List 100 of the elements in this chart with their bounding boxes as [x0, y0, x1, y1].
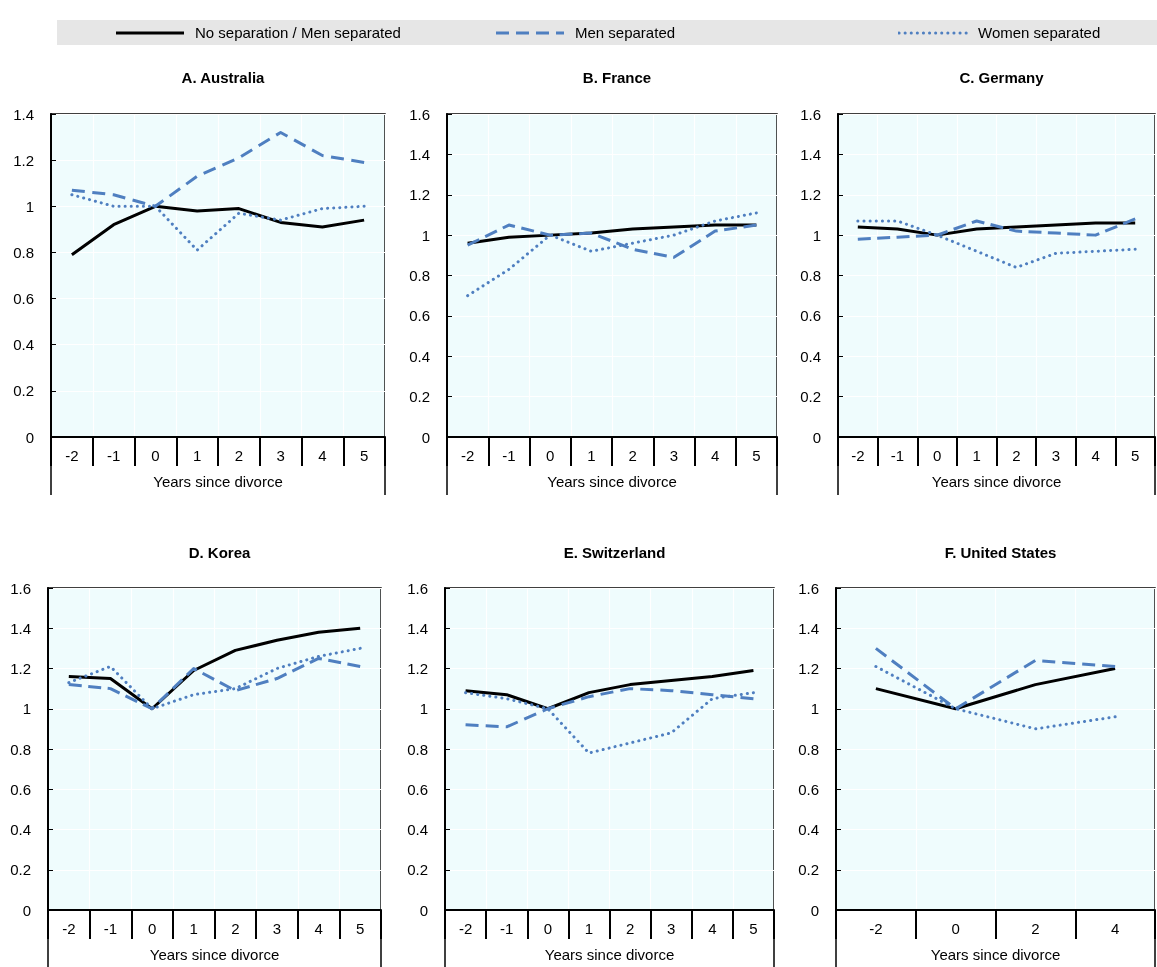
- x-tick-label: 5: [356, 920, 365, 937]
- x-tick-label: 3: [669, 447, 679, 464]
- y-tick-label: 1: [22, 700, 31, 718]
- y-tick-label: 0.6: [798, 780, 819, 798]
- y-tick-label: 1.2: [13, 151, 34, 169]
- y-tick-label: 0.6: [800, 307, 821, 325]
- x-tick-label: -2: [65, 447, 79, 464]
- x-tick-label: 0: [951, 920, 960, 937]
- x-tick-label: 4: [318, 447, 327, 464]
- x-tick-label: 5: [359, 447, 369, 464]
- y-tick-label: 1: [812, 226, 821, 244]
- x-tick-label: 1: [189, 920, 198, 937]
- y-tick-label: 1.6: [10, 579, 31, 597]
- y-tick-label: 0: [22, 901, 31, 919]
- y-tick-label: 0: [421, 428, 430, 446]
- y-tick-label: 1.2: [10, 660, 31, 677]
- x-tick-label: 2: [625, 920, 635, 937]
- x-tick-label: 4: [1091, 447, 1100, 464]
- x-axis-title: Years since divorce: [931, 473, 1062, 490]
- y-tick-label: 1: [810, 700, 819, 718]
- x-tick-label: -1: [500, 920, 514, 937]
- y-tick-label: 0.2: [800, 388, 821, 406]
- chart-title: B. France: [582, 69, 652, 86]
- y-tick-label: 1.6: [798, 579, 819, 597]
- x-tick-label: 3: [272, 920, 282, 937]
- y-tick-label: 0: [812, 428, 821, 446]
- y-tick-label: 0.4: [800, 347, 821, 365]
- x-tick-label: 0: [151, 447, 160, 464]
- chart-title: E. Switzerland: [563, 544, 666, 561]
- x-tick-label: -1: [106, 447, 121, 464]
- x-tick-label: 5: [1131, 447, 1140, 464]
- y-tick-label: 0.8: [13, 243, 34, 261]
- x-tick-label: -1: [890, 447, 905, 464]
- y-tick-label: 0: [810, 901, 819, 919]
- y-tick-label: 1.4: [800, 145, 821, 163]
- x-axis-title: Years since divorce: [544, 946, 675, 963]
- x-tick-label: -2: [851, 447, 865, 464]
- x-tick-label: 5: [752, 447, 761, 464]
- x-tick-label: -2: [62, 920, 76, 937]
- y-tick-label: 0.6: [13, 290, 34, 308]
- y-tick-label: 1.4: [10, 619, 31, 637]
- x-tick-label: 4: [710, 447, 720, 464]
- y-tick-label: 0.4: [13, 336, 34, 354]
- x-tick-label: 3: [276, 447, 285, 464]
- y-tick-label: 0: [419, 901, 428, 919]
- y-tick-label: 1.2: [409, 186, 430, 204]
- y-tick-label: 1.4: [409, 145, 430, 163]
- x-tick-label: 3: [1051, 447, 1061, 464]
- y-tick-label: 0: [25, 428, 34, 446]
- y-tick-label: 1: [25, 197, 34, 215]
- y-tick-label: 1.4: [798, 619, 819, 637]
- x-tick-label: 4: [708, 920, 717, 937]
- y-tick-label: 0.8: [10, 740, 31, 758]
- x-tick-label: -1: [103, 920, 118, 937]
- legend-label: Women separated: [978, 24, 1101, 41]
- x-tick-label: -1: [502, 447, 516, 464]
- x-tick-label: -2: [458, 920, 473, 937]
- chart-title: F. United States: [944, 544, 1057, 561]
- x-tick-label: 0: [545, 447, 555, 464]
- y-tick-label: 0.8: [409, 267, 430, 284]
- y-tick-label: 0.6: [10, 780, 31, 798]
- chart-title: A. Australia: [181, 69, 266, 86]
- x-tick-label: -2: [460, 447, 475, 464]
- y-tick-label: 1.4: [407, 619, 428, 637]
- y-tick-label: 1.2: [407, 660, 428, 677]
- y-tick-label: 0.2: [409, 388, 430, 406]
- legend-label: No separation / Men separated: [195, 24, 401, 41]
- y-tick-label: 0.4: [407, 821, 428, 838]
- x-tick-label: 1: [587, 447, 596, 464]
- y-tick-label: 1.2: [798, 660, 819, 677]
- x-tick-label: 1: [192, 447, 202, 464]
- x-tick-label: 2: [1031, 920, 1040, 937]
- chart-title: C. Germany: [959, 69, 1045, 86]
- y-tick-label: 0.2: [798, 861, 819, 879]
- x-tick-label: 2: [234, 447, 244, 464]
- y-tick-label: 0.6: [407, 780, 428, 798]
- x-axis-title: Years since divorce: [149, 946, 280, 963]
- chart-title: D. Korea: [188, 544, 251, 561]
- x-tick-label: 1: [972, 447, 981, 464]
- y-tick-label: 1.6: [800, 105, 821, 123]
- y-tick-label: 0.6: [409, 307, 430, 325]
- legend-label: Men separated: [575, 24, 676, 41]
- y-tick-label: 1: [419, 700, 428, 718]
- y-tick-label: 1.6: [407, 579, 428, 597]
- y-tick-label: 0.4: [409, 347, 430, 365]
- y-tick-label: 0.8: [407, 740, 428, 758]
- y-tick-label: 1.2: [800, 186, 821, 204]
- y-tick-label: 0.4: [10, 821, 31, 838]
- x-tick-label: 0: [147, 920, 157, 937]
- y-tick-label: 0.8: [800, 267, 821, 284]
- x-tick-label: 0: [932, 447, 942, 464]
- x-tick-label: 2: [1012, 447, 1021, 464]
- y-tick-label: 0.2: [13, 382, 34, 400]
- x-tick-label: 2: [628, 447, 637, 464]
- x-tick-label: 4: [314, 920, 323, 937]
- y-tick-label: 0.8: [798, 740, 819, 758]
- x-tick-label: 3: [667, 920, 676, 937]
- y-tick-label: 1.4: [13, 105, 34, 123]
- y-tick-label: 1.6: [409, 105, 430, 123]
- y-tick-label: 0.2: [407, 861, 428, 879]
